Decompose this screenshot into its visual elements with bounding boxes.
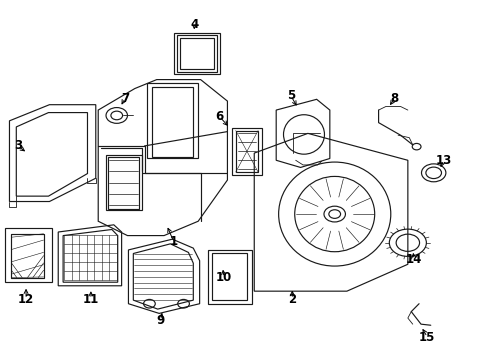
Text: 7: 7: [121, 92, 129, 105]
Text: 2: 2: [287, 293, 296, 306]
Text: 3: 3: [14, 139, 22, 152]
Bar: [173, 33, 220, 74]
Text: 1: 1: [169, 235, 178, 248]
Bar: [108, 157, 139, 209]
Text: 12: 12: [18, 293, 34, 306]
Text: 14: 14: [405, 253, 422, 266]
Text: 10: 10: [216, 271, 232, 284]
Text: 15: 15: [418, 330, 435, 343]
Bar: [176, 36, 217, 72]
Text: 8: 8: [390, 92, 398, 105]
Text: 11: 11: [82, 293, 99, 306]
Bar: [180, 39, 213, 69]
Text: 9: 9: [156, 314, 164, 327]
Text: 13: 13: [434, 154, 450, 167]
Text: 6: 6: [215, 110, 223, 123]
Bar: [105, 155, 142, 211]
Text: 5: 5: [286, 89, 294, 102]
Text: 4: 4: [190, 18, 198, 31]
